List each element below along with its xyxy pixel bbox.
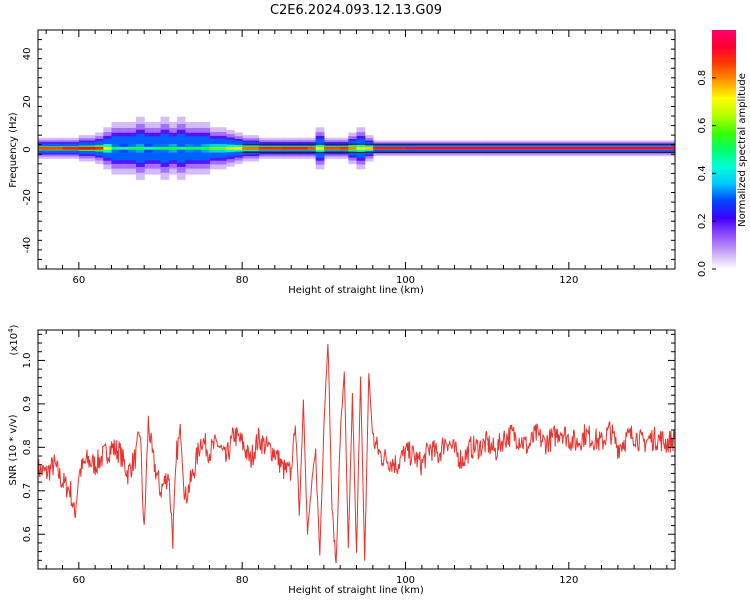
- spectrogram-ridge-cell: [193, 146, 202, 150]
- spectrogram-ridge-cell: [340, 146, 349, 150]
- spectrogram-ridge-cell: [568, 146, 652, 150]
- spectrogram-ridge-cell: [201, 146, 211, 150]
- spectrogram-y-tick-label: 20: [22, 95, 33, 108]
- snr-series-line: [38, 343, 675, 564]
- spectrogram-ridge-cell: [209, 146, 219, 150]
- snr-scale-suffix: ): [9, 324, 20, 328]
- colorbar-tick-label: 0.4: [697, 165, 708, 181]
- snr-y-tick-label: 1.0: [22, 352, 33, 368]
- spectrogram-ridge-cell: [364, 146, 374, 150]
- snr-scale-prefix: (x10: [9, 333, 20, 356]
- spectrogram-x-axis-label: Height of straight line (km): [288, 285, 424, 296]
- colorbar-tick-label: 0.6: [697, 118, 708, 134]
- snr-x-tick-label: 80: [236, 575, 249, 586]
- spectrogram-ridge-cell: [405, 146, 488, 150]
- spectrogram-ridge-cell: [168, 146, 178, 150]
- snr-scale-label: (x104): [7, 324, 20, 355]
- spectrogram-ridge-cell: [119, 146, 129, 150]
- spectrogram-ridge-cell: [136, 146, 145, 150]
- colorbar-tick-label: 0.8: [697, 70, 708, 86]
- spectrogram-ridge-cell: [242, 146, 260, 150]
- snr-x-tick-label: 120: [559, 575, 578, 586]
- spectrogram-ridge-cell: [160, 146, 170, 150]
- spectrogram-y-tick-label: 40: [22, 48, 33, 61]
- spectrogram-ridge-cell: [315, 146, 325, 150]
- spectrogram-y-tick-label: 0: [22, 146, 33, 152]
- colorbar-label: Normalized spectral amplitude: [737, 73, 748, 227]
- spectrogram-ridge-cell: [372, 146, 407, 150]
- spectrogram-x-tick-label: 120: [559, 275, 578, 286]
- spectrogram-ridge-cell: [185, 146, 194, 150]
- spectrogram-plot-area: [38, 116, 675, 180]
- spectrogram-panel: 60 80 100 120 40 20 0 -20 -40 Height of straight…: [8, 29, 676, 296]
- snr-frame: [37, 329, 676, 570]
- colorbar-tick-label: 0.2: [697, 213, 708, 229]
- spectrogram-ridge-cell: [225, 146, 235, 150]
- snr-y-tick-label: 0.9: [22, 396, 33, 412]
- spectrogram-ridge-cell: [78, 146, 96, 150]
- spectrogram-ridge-cell: [95, 146, 104, 150]
- colorbar-tick-label: 0.0: [697, 261, 708, 277]
- spectrogram-ridge-cell: [323, 146, 341, 150]
- spectrogram-ridge-cell: [176, 146, 186, 150]
- spectrogram-ridge-cell: [299, 146, 309, 150]
- spectrogram-ridge-cell: [38, 146, 64, 150]
- spectrogram-ridge-cell: [234, 146, 243, 150]
- snr-x-axis-label: Height of straight line (km): [288, 585, 424, 596]
- chart-title: C2E6.2024.093.12.13.G09: [270, 3, 442, 18]
- snr-axes: 60 80 100 120 0.6 0.7 0.8 0.9 1.0: [22, 330, 675, 586]
- spectrogram-ridge-cell: [258, 146, 284, 150]
- spectrogram-ridge-cell: [152, 146, 162, 150]
- spectrogram-ridge-cell: [127, 146, 137, 150]
- spectrogram-ridge-cell: [487, 146, 570, 150]
- snr-y-tick-label: 0.6: [22, 526, 33, 542]
- spectrogram-ridge-cell: [217, 146, 227, 150]
- spectrogram-ridge-cell: [307, 146, 317, 150]
- snr-y-axis-label: SNR (10 * v/v): [8, 414, 19, 485]
- snr-plot-area: [38, 343, 675, 564]
- colorbar-fill: [712, 30, 736, 269]
- snr-x-tick-label: 100: [396, 575, 415, 586]
- spectrogram-ridge-cell: [356, 146, 366, 150]
- colorbar-ticks: 0.0 0.2 0.4 0.6 0.8: [697, 70, 716, 277]
- spectrogram-ridge-cell: [283, 146, 300, 150]
- spectrogram-ridge-cell: [103, 146, 113, 150]
- snr-scale-exponent: 4: [7, 328, 15, 333]
- snr-y-tick-label: 0.8: [22, 439, 33, 455]
- spectrogram-ridge-cell: [144, 146, 153, 150]
- spectrogram-y-axis-label: Frequency (Hz): [8, 112, 19, 188]
- spectrogram-ridge-cell: [111, 146, 121, 150]
- colorbar: 0.0 0.2 0.4 0.6 0.8 Normalized spectral ampl…: [697, 30, 748, 277]
- snr-panel: 60 80 100 120 0.6 0.7 0.8 0.9 1.0 Height of stra…: [7, 324, 676, 596]
- snr-x-tick-label: 60: [72, 575, 85, 586]
- spectrogram-axes: 60 80 100 120 40 20 0 -20 -40: [22, 29, 675, 286]
- spectrogram-x-tick-label: 100: [396, 275, 415, 286]
- spectrogram-ridge-cell: [348, 146, 358, 150]
- spectrogram-x-tick-label: 60: [72, 275, 85, 286]
- spectrogram-x-tick-label: 80: [236, 275, 249, 286]
- snr-y-tick-label: 0.7: [22, 483, 33, 499]
- spectrogram-ridge-cell: [650, 146, 675, 150]
- spectrogram-y-tick-label: -20: [22, 189, 33, 205]
- spectrogram-y-tick-label: -40: [22, 237, 33, 253]
- spectrogram-ridge-cell: [62, 146, 80, 150]
